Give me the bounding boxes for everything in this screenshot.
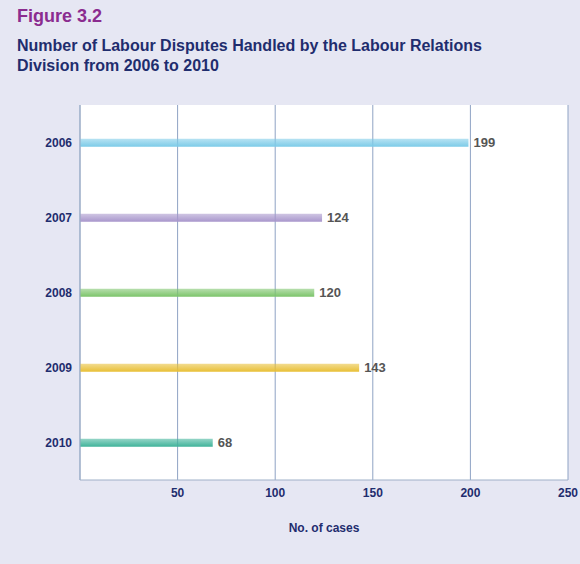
svg-text:200: 200 <box>460 486 480 500</box>
svg-text:2006: 2006 <box>45 136 72 150</box>
svg-text:100: 100 <box>265 486 285 500</box>
svg-text:50: 50 <box>171 486 185 500</box>
svg-text:143: 143 <box>364 360 386 375</box>
svg-text:2010: 2010 <box>45 436 72 450</box>
svg-text:250: 250 <box>558 486 572 500</box>
svg-text:199: 199 <box>473 135 495 150</box>
html-text:Number of Labour Disputes Hand: Number of Labour Disputes Handled by the… <box>17 37 482 74</box>
svg-text:120: 120 <box>319 285 341 300</box>
svg-text:124: 124 <box>327 210 349 225</box>
svg-text:2007: 2007 <box>45 211 72 225</box>
svg-text:2009: 2009 <box>45 361 72 375</box>
svg-text:150: 150 <box>363 486 383 500</box>
svg-text:No. of cases: No. of cases <box>289 521 360 535</box>
html-text:Figure 3.2: Figure 3.2 <box>17 6 102 26</box>
svg-text:68: 68 <box>218 435 232 450</box>
svg-text:2008: 2008 <box>45 286 72 300</box>
